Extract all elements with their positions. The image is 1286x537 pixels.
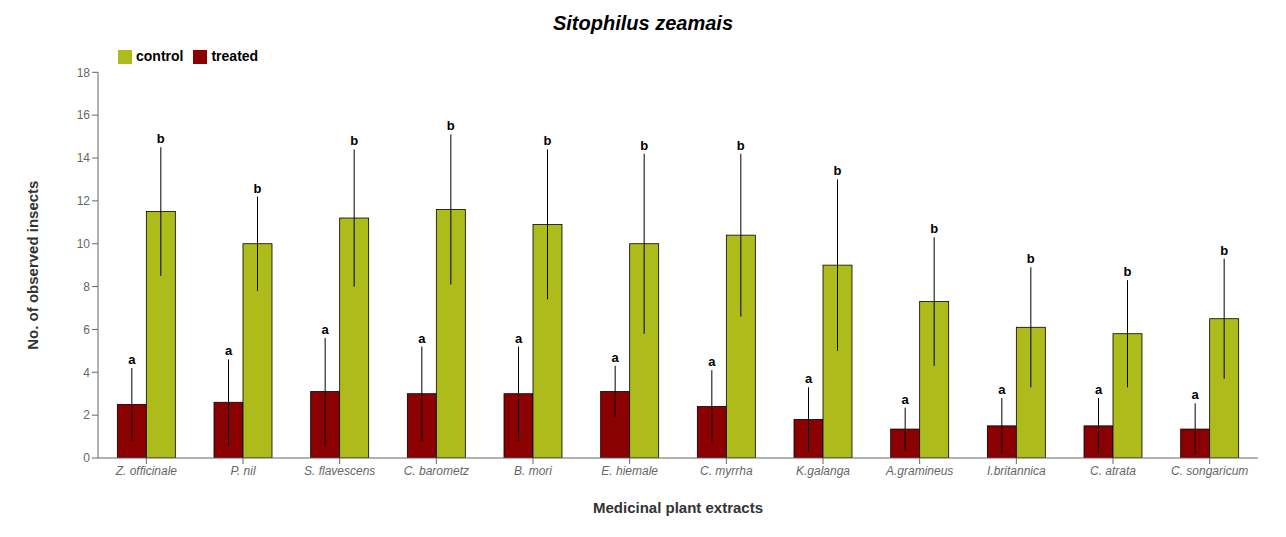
svg-text:K.galanga: K.galanga xyxy=(796,464,850,478)
svg-text:a: a xyxy=(612,350,620,365)
svg-text:12: 12 xyxy=(77,194,91,208)
svg-text:No. of observed insects: No. of observed insects xyxy=(24,181,41,350)
svg-text:b: b xyxy=(834,163,842,178)
svg-text:a: a xyxy=(998,382,1006,397)
svg-text:B. mori: B. mori xyxy=(514,464,552,478)
svg-text:a: a xyxy=(128,352,136,367)
svg-text:C. myrrha: C. myrrha xyxy=(700,464,753,478)
svg-text:C. songaricum: C. songaricum xyxy=(1171,464,1248,478)
svg-text:14: 14 xyxy=(77,151,91,165)
svg-text:I.britannica: I.britannica xyxy=(987,464,1046,478)
svg-text:b: b xyxy=(1124,264,1132,279)
svg-text:A.gramineus: A.gramineus xyxy=(885,464,953,478)
svg-text:b: b xyxy=(1027,251,1035,266)
svg-text:b: b xyxy=(640,138,648,153)
svg-text:b: b xyxy=(1220,243,1228,258)
svg-text:0: 0 xyxy=(83,451,90,465)
html-text:Sitophilus zeamais: Sitophilus zeamais xyxy=(553,12,733,34)
svg-text:b: b xyxy=(254,181,262,196)
svg-text:b: b xyxy=(930,221,938,236)
svg-text:a: a xyxy=(1192,387,1200,402)
svg-text:a: a xyxy=(515,331,523,346)
svg-text:C. atrata: C. atrata xyxy=(1090,464,1136,478)
svg-text:a: a xyxy=(1095,382,1103,397)
svg-text:a: a xyxy=(322,322,330,337)
svg-text:E. hiemale: E. hiemale xyxy=(601,464,658,478)
svg-text:P. nil: P. nil xyxy=(230,464,255,478)
svg-text:C. barometz: C. barometz xyxy=(404,464,469,478)
svg-text:a: a xyxy=(805,371,813,386)
svg-text:16: 16 xyxy=(77,108,91,122)
html-text:treated: treated xyxy=(211,48,259,64)
svg-text:2: 2 xyxy=(83,408,90,422)
svg-text:Z. officinale: Z. officinale xyxy=(115,464,178,478)
svg-text:10: 10 xyxy=(77,237,91,251)
svg-text:18: 18 xyxy=(77,66,91,80)
svg-text:a: a xyxy=(418,331,426,346)
svg-text:b: b xyxy=(737,138,745,153)
svg-text:b: b xyxy=(157,131,165,146)
svg-text:a: a xyxy=(225,343,233,358)
svg-text:a: a xyxy=(902,392,910,407)
svg-text:b: b xyxy=(544,133,552,148)
svg-text:Medicinal plant extracts: Medicinal plant extracts xyxy=(593,499,763,516)
svg-text:S. flavescens: S. flavescens xyxy=(304,464,375,478)
svg-text:b: b xyxy=(447,118,455,133)
svg-text:a: a xyxy=(708,354,716,369)
svg-text:8: 8 xyxy=(83,280,90,294)
svg-text:b: b xyxy=(350,133,358,148)
svg-text:6: 6 xyxy=(83,323,90,337)
svg-text:4: 4 xyxy=(83,366,90,380)
html-text:control: control xyxy=(136,48,184,64)
